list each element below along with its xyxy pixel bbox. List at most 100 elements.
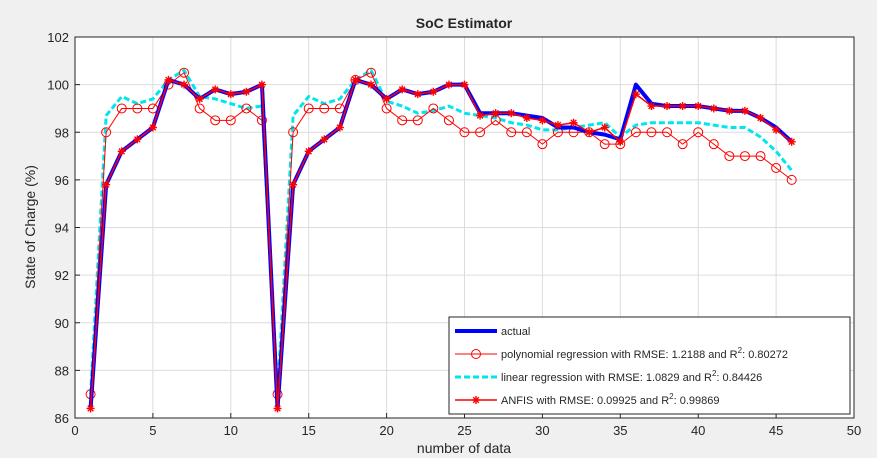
point-polynomial (537, 139, 548, 150)
point-anfis (740, 106, 749, 115)
point-anfis (756, 113, 765, 122)
y-tick-label: 94 (55, 221, 69, 236)
series-layer (85, 67, 797, 413)
point-anfis (148, 123, 157, 132)
point-anfis (678, 102, 687, 111)
point-polynomial (241, 103, 252, 114)
point-anfis (709, 104, 718, 113)
point-polynomial (428, 103, 439, 114)
point-polynomial (708, 139, 719, 150)
point-anfis (553, 121, 562, 130)
point-polynomial (397, 115, 408, 126)
x-tick-label: 10 (224, 423, 238, 438)
point-polynomial (677, 139, 688, 150)
point-anfis (522, 113, 531, 122)
point-polynomial (288, 127, 299, 138)
point-anfis (772, 125, 781, 134)
point-polynomial (319, 103, 330, 114)
point-polynomial (210, 115, 221, 126)
legend-box (448, 316, 851, 415)
point-polynomial (101, 127, 112, 138)
y-tick-label: 98 (55, 125, 69, 140)
legend-label-actual: actual (501, 326, 530, 338)
legend-label-linear: linear regression with RMSE: 1.0829 and … (501, 369, 762, 384)
x-tick-label: 15 (301, 423, 315, 438)
point-anfis (335, 123, 344, 132)
point-anfis (616, 137, 625, 146)
series-line-linear (89, 68, 793, 396)
y-tick-label: 100 (47, 78, 69, 93)
point-polynomial (521, 127, 532, 138)
point-anfis (444, 80, 453, 89)
legend-label-polynomial: polynomial regression with RMSE: 1.2188 … (501, 346, 788, 361)
point-anfis (102, 180, 111, 189)
point-polynomial (459, 127, 470, 138)
point-anfis (320, 135, 329, 144)
point-polynomial (381, 103, 392, 114)
point-anfis (367, 80, 376, 89)
point-anfis (647, 102, 656, 111)
point-polynomial (724, 151, 735, 162)
x-tick-label: 35 (613, 423, 627, 438)
point-polynomial (662, 127, 673, 138)
point-polynomial (693, 127, 704, 138)
y-tick-label: 90 (55, 316, 69, 331)
point-anfis (585, 128, 594, 137)
legend-label-anfis: ANFIS with RMSE: 0.09925 and R2: 0.99869 (501, 392, 719, 407)
point-anfis (164, 75, 173, 84)
point-anfis (413, 90, 422, 99)
point-anfis (382, 94, 391, 103)
point-anfis (725, 106, 734, 115)
y-tick-label: 92 (55, 268, 69, 283)
point-anfis (195, 94, 204, 103)
point-polynomial (443, 115, 454, 126)
point-anfis (663, 102, 672, 111)
chart-title: SoC Estimator (416, 15, 513, 31)
point-anfis (242, 87, 251, 96)
point-polynomial (194, 103, 205, 114)
point-anfis (180, 80, 189, 89)
x-tick-label: 45 (769, 423, 783, 438)
x-tick-label: 30 (535, 423, 549, 438)
point-polynomial (225, 115, 236, 126)
point-anfis (211, 85, 220, 94)
point-anfis (273, 404, 282, 413)
point-anfis (226, 90, 235, 99)
x-tick-label: 25 (457, 423, 471, 438)
x-tick-label: 40 (691, 423, 705, 438)
point-polynomial (630, 127, 641, 138)
point-polynomial (755, 151, 766, 162)
legend-marker-polynomial (471, 349, 481, 359)
point-anfis (491, 109, 500, 118)
point-polynomial (412, 115, 423, 126)
point-polynomial (179, 67, 190, 78)
point-polynomial (116, 103, 127, 114)
point-anfis (600, 123, 609, 132)
tick-labels: 0 5 10 15 20 25 30 35 40 45 50 86 88 90 92 94 96 98 100 102 (47, 30, 861, 438)
point-polynomial (475, 127, 486, 138)
x-tick-label: 50 (847, 423, 861, 438)
point-anfis (476, 111, 485, 120)
point-anfis (460, 80, 469, 89)
point-anfis (398, 85, 407, 94)
point-anfis (351, 75, 360, 84)
y-tick-label: 88 (55, 363, 69, 378)
point-anfis (631, 90, 640, 99)
point-polynomial (771, 162, 782, 173)
point-anfis (304, 147, 313, 156)
y-tick-label: 96 (55, 173, 69, 188)
point-polynomial (739, 151, 750, 162)
y-tick-label: 102 (47, 30, 69, 45)
y-tick-label: 86 (55, 411, 69, 426)
point-polynomial (132, 103, 143, 114)
point-polynomial (599, 139, 610, 150)
point-anfis (787, 137, 796, 146)
x-axis-label: number of data (417, 440, 511, 456)
point-anfis (133, 135, 142, 144)
legend: actual polynomial regression with RMSE: 1… (448, 316, 851, 415)
point-anfis (86, 404, 95, 413)
point-anfis (257, 80, 266, 89)
x-tick-label: 0 (71, 423, 78, 438)
series-line-polynomial (90, 72, 792, 395)
